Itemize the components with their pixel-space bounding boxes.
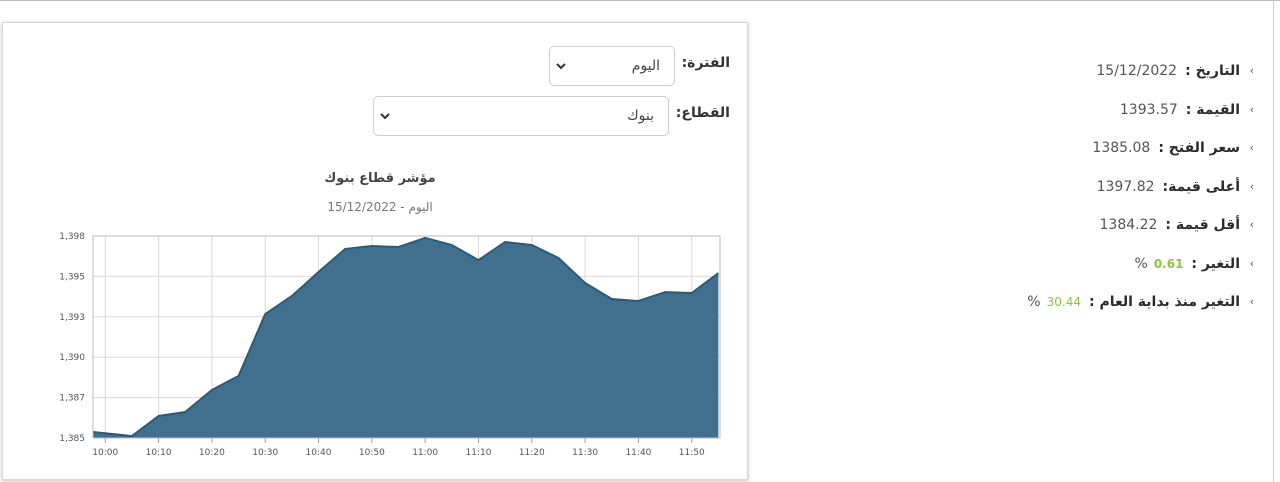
sector-select[interactable]: بنوك bbox=[373, 96, 669, 136]
x-tick-label: 10:00 bbox=[92, 448, 118, 458]
chart: مؤشر قطاع بنوك اليوم - 15/12/2022 1,385 1… bbox=[59, 171, 721, 458]
y-tick-label: 1,390 bbox=[59, 353, 85, 363]
x-tick-label: 11:10 bbox=[466, 448, 492, 458]
y-tick-label: 1,393 bbox=[59, 313, 85, 323]
bullet: › bbox=[1249, 218, 1254, 231]
bullet: › bbox=[1249, 295, 1254, 308]
bullet: › bbox=[1249, 102, 1254, 116]
bullet: › bbox=[1249, 64, 1254, 77]
x-tick-label: 11:20 bbox=[519, 448, 545, 458]
chevron bbox=[556, 63, 566, 70]
info-value: 1393.57 bbox=[1119, 101, 1178, 118]
period-select[interactable]: اليوم bbox=[549, 46, 675, 86]
bullet: › bbox=[1249, 141, 1254, 154]
x-tick-label: 11:40 bbox=[625, 448, 651, 458]
info-row: › التاريخ : 15/12/2022 bbox=[934, 60, 1254, 99]
info-row: › سعر الفتح : 1385.08 bbox=[934, 137, 1254, 176]
x-tick-label: 11:50 bbox=[679, 448, 705, 458]
info-label: أقل قيمة : bbox=[1165, 217, 1240, 233]
info-value: 30.44 bbox=[1046, 295, 1081, 309]
info-label: القيمة : bbox=[1185, 101, 1240, 118]
x-tick-label: 10:40 bbox=[306, 448, 332, 458]
x-tick-label: 10:10 bbox=[146, 448, 172, 458]
info-row: › التغير منذ بداية العام : 30.44% bbox=[934, 291, 1254, 330]
area bbox=[93, 237, 719, 438]
info-label: التغير منذ بداية العام : bbox=[1088, 294, 1240, 310]
info-value: 1384.22 bbox=[1099, 217, 1158, 233]
plot-border bbox=[92, 235, 721, 439]
info-value: 1397.82 bbox=[1096, 178, 1155, 195]
x-tick-label: 10:50 bbox=[359, 448, 385, 458]
info-label: أعلى قيمة: bbox=[1162, 178, 1240, 195]
info-row: › أعلى قيمة: 1397.82 bbox=[934, 176, 1254, 215]
x-tick-label: 11:30 bbox=[572, 448, 598, 458]
bullet: › bbox=[1249, 179, 1254, 193]
chart-subtitle: اليوم - 15/12/2022 bbox=[327, 200, 432, 215]
right-border bbox=[1273, 0, 1274, 482]
top-border bbox=[0, 0, 1280, 1]
x-tick-label: 11:00 bbox=[412, 448, 438, 458]
info-value: 0.61 bbox=[1153, 256, 1184, 271]
y-tick-label: 1,385 bbox=[59, 434, 85, 444]
info-list: › التاريخ : 15/12/2022 › القيمة : 1393.57 › سعر… bbox=[934, 60, 1254, 330]
y-tick-label: 1,395 bbox=[59, 272, 85, 282]
y-tick-label: 1,398 bbox=[59, 232, 85, 242]
y-tick-label: 1,387 bbox=[59, 394, 85, 404]
x-tick-label: 10:30 bbox=[252, 448, 278, 458]
info-value: 15/12/2022 bbox=[1096, 63, 1178, 79]
line bbox=[92, 236, 719, 438]
info-label: سعر الفتح : bbox=[1158, 140, 1240, 156]
info-unit: % bbox=[1134, 255, 1148, 272]
sector-label: القطاع: bbox=[675, 105, 730, 121]
period-label: الفترة: bbox=[681, 55, 730, 71]
info-row: › القيمة : 1393.57 bbox=[934, 99, 1254, 138]
info-row: › أقل قيمة : 1384.22 bbox=[934, 214, 1254, 253]
info-value: 1385.08 bbox=[1092, 140, 1151, 156]
info-row: › التغير : 0.61% bbox=[934, 253, 1255, 292]
info-label: التغير : bbox=[1191, 255, 1240, 272]
chevron bbox=[380, 113, 390, 120]
x-tick-label: 10:20 bbox=[199, 448, 225, 458]
info-label: التاريخ : bbox=[1185, 63, 1240, 79]
chart-title: مؤشر قطاع بنوك bbox=[324, 171, 435, 186]
period-value: اليوم bbox=[631, 58, 660, 74]
info-unit: % bbox=[1027, 294, 1041, 310]
sector-value: بنوك bbox=[627, 108, 654, 124]
bullet: › bbox=[1249, 256, 1254, 270]
